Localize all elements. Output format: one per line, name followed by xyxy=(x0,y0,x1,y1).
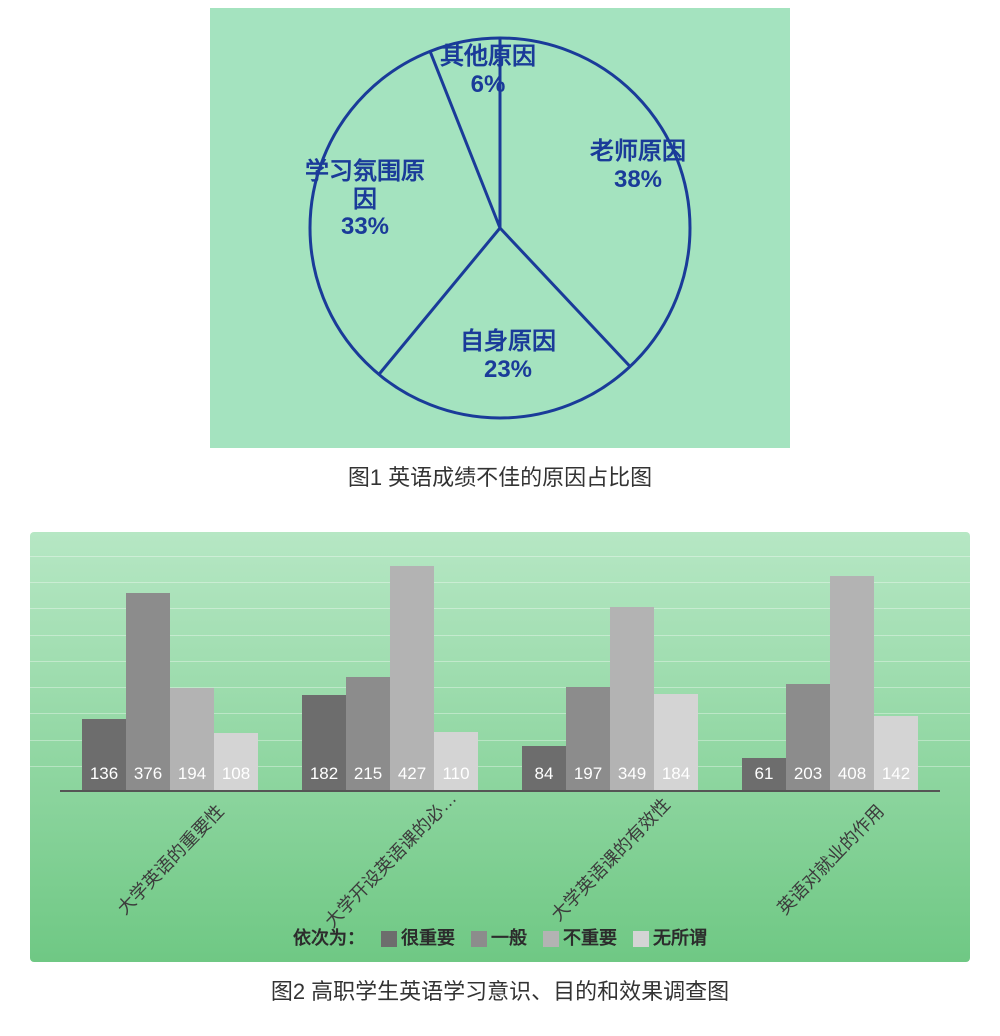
bar-value-label: 203 xyxy=(786,764,830,784)
bar: 197 xyxy=(566,687,610,790)
legend-swatch xyxy=(633,931,649,947)
bar-value-label: 182 xyxy=(302,764,346,784)
bar-group: 136376194108 xyxy=(82,556,258,790)
bar-chart-panel: 1363761941081822154271108419734918461203… xyxy=(30,532,970,962)
pie-slice-label: 学习氛围原因33% xyxy=(305,158,425,241)
legend-item: 不重要 xyxy=(543,924,617,950)
bar-value-label: 427 xyxy=(390,764,434,784)
legend-item: 一般 xyxy=(471,924,527,950)
bar: 376 xyxy=(126,593,170,790)
bar-value-label: 110 xyxy=(434,764,478,784)
bar-group: 84197349184 xyxy=(522,556,698,790)
bar: 203 xyxy=(786,684,830,790)
figure-2: 1363761941081822154271108419734918461203… xyxy=(0,522,1000,1036)
bar: 427 xyxy=(390,566,434,790)
bar-value-label: 184 xyxy=(654,764,698,784)
bar: 110 xyxy=(434,732,478,790)
bar: 182 xyxy=(302,695,346,790)
bar: 108 xyxy=(214,733,258,790)
x-axis-label: 大学英语的重要性 xyxy=(80,800,260,920)
legend-label: 很重要 xyxy=(401,928,455,948)
figure-1-caption: 图1 英语成绩不佳的原因占比图 xyxy=(348,460,652,492)
bar-value-label: 349 xyxy=(610,764,654,784)
bar: 194 xyxy=(170,688,214,790)
legend-label: 无所谓 xyxy=(653,928,707,948)
bar: 61 xyxy=(742,758,786,790)
bar-value-label: 61 xyxy=(742,764,786,784)
bar: 136 xyxy=(82,719,126,790)
legend-label: 不重要 xyxy=(563,928,617,948)
legend-swatch xyxy=(543,931,559,947)
bar: 408 xyxy=(830,576,874,790)
bar-value-label: 142 xyxy=(874,764,918,784)
figure-2-caption: 图2 高职学生英语学习意识、目的和效果调查图 xyxy=(271,974,729,1006)
bar-value-label: 136 xyxy=(82,764,126,784)
pie-slice-label: 自身原因23% xyxy=(460,328,556,383)
legend-label: 一般 xyxy=(491,928,527,948)
bars-container: 1363761941081822154271108419734918461203… xyxy=(60,556,940,790)
pie-slice-label: 其他原因6% xyxy=(440,43,536,98)
bar-group: 182215427110 xyxy=(302,556,478,790)
x-axis-label: 英语对就业的作用 xyxy=(740,800,920,920)
bar: 142 xyxy=(874,716,918,790)
x-axis-label: 大学英语课的有效性 xyxy=(520,800,700,920)
legend-item: 很重要 xyxy=(381,924,455,950)
bar-value-label: 197 xyxy=(566,764,610,784)
bar-value-label: 108 xyxy=(214,764,258,784)
bar: 349 xyxy=(610,607,654,790)
bar: 215 xyxy=(346,677,390,790)
bar-group: 61203408142 xyxy=(742,556,918,790)
bar-value-label: 376 xyxy=(126,764,170,784)
legend-title: 依次为： xyxy=(293,924,365,950)
legend-item: 无所谓 xyxy=(633,924,707,950)
bar-value-label: 194 xyxy=(170,764,214,784)
x-axis-label: 大学开设英语课的必… xyxy=(300,800,480,920)
bar: 84 xyxy=(522,746,566,790)
x-axis-line xyxy=(60,790,940,792)
pie-chart-panel: 老师原因38% 自身原因23% 学习氛围原因33% 其他原因6% xyxy=(210,8,790,448)
legend-swatch xyxy=(381,931,397,947)
bar-value-label: 84 xyxy=(522,764,566,784)
pie-slice-label: 老师原因38% xyxy=(590,138,686,193)
plot-area: 1363761941081822154271108419734918461203… xyxy=(60,556,940,792)
figure-1: 老师原因38% 自身原因23% 学习氛围原因33% 其他原因6% 图1 英语成绩不佳的… xyxy=(0,0,1000,522)
bar: 184 xyxy=(654,694,698,790)
bar-value-label: 408 xyxy=(830,764,874,784)
bar-value-label: 215 xyxy=(346,764,390,784)
legend: 依次为： 很重要 一般 不重要 无所谓 xyxy=(30,924,970,950)
x-axis-labels: 大学英语的重要性大学开设英语课的必… 大学英语课的有效性英语对就业的作用 xyxy=(60,800,940,920)
legend-swatch xyxy=(471,931,487,947)
